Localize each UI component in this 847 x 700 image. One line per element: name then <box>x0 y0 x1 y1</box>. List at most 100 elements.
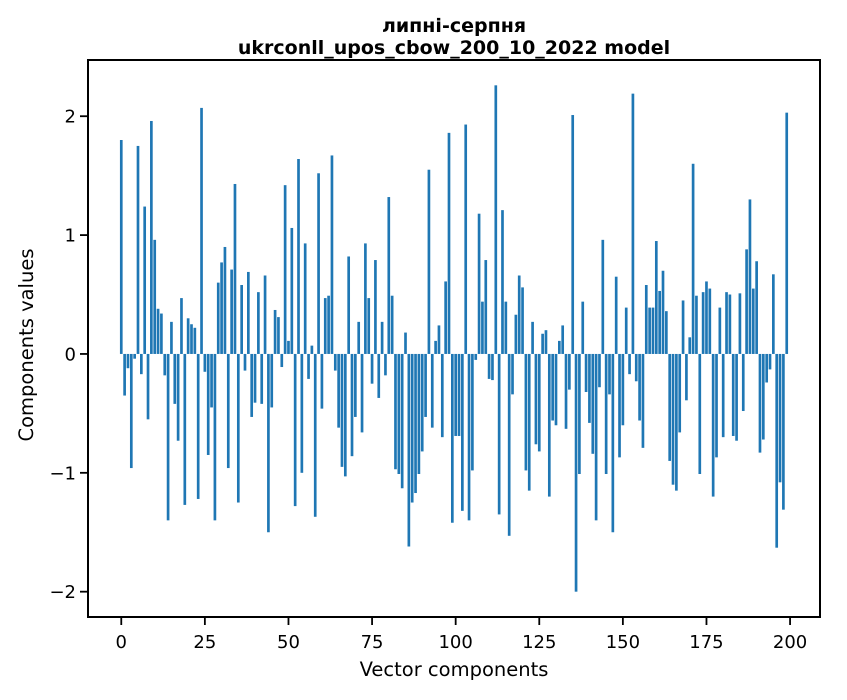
bar <box>290 227 294 354</box>
bar <box>541 333 544 354</box>
bar <box>568 353 571 390</box>
bar <box>544 330 548 354</box>
bar <box>501 210 504 354</box>
bar <box>140 353 143 375</box>
bar <box>270 353 274 408</box>
bar <box>785 112 789 354</box>
bar <box>527 353 531 491</box>
bar <box>537 353 541 452</box>
bar <box>287 340 290 354</box>
x-tick-label: 25 <box>193 632 216 653</box>
bar <box>571 115 575 354</box>
bar <box>651 307 655 354</box>
bar <box>705 281 708 354</box>
bar <box>561 325 565 354</box>
bar <box>170 321 173 354</box>
bar <box>484 260 488 354</box>
bar <box>718 307 722 354</box>
bar <box>307 353 310 379</box>
bar <box>584 353 588 392</box>
bar <box>260 353 264 404</box>
bar <box>604 353 608 474</box>
plot-area: 0 25 50 75 100 125 150 175 200 −2 −1 0 1 2 <box>49 59 821 653</box>
bar <box>354 353 357 417</box>
bar <box>434 340 437 354</box>
bar <box>748 199 752 354</box>
bar <box>614 276 618 354</box>
bar <box>534 353 538 445</box>
bar <box>621 353 625 426</box>
bar <box>611 353 615 533</box>
bar <box>233 183 237 354</box>
bar <box>507 353 511 536</box>
y-tick-label: 1 <box>65 226 76 247</box>
bar <box>267 353 270 533</box>
bar <box>277 317 280 354</box>
bar <box>551 353 554 421</box>
x-tick-label: 175 <box>689 632 723 653</box>
bar <box>618 353 621 458</box>
bar <box>180 298 183 354</box>
bar <box>400 353 404 489</box>
bar <box>380 321 384 354</box>
bar <box>297 159 300 354</box>
axes-frame <box>87 59 821 618</box>
bar <box>404 332 407 354</box>
bar <box>150 120 153 354</box>
bar <box>454 353 458 436</box>
bar <box>708 288 712 354</box>
bar <box>129 353 133 469</box>
bar <box>440 353 444 438</box>
bar <box>691 163 695 354</box>
bar <box>474 353 478 360</box>
bar <box>146 353 150 420</box>
bar <box>226 353 230 469</box>
bar <box>668 353 672 461</box>
bar <box>343 353 347 477</box>
bar <box>263 275 267 354</box>
bar <box>243 353 247 371</box>
y-axis-label: Components values <box>15 249 38 442</box>
bar <box>370 353 374 384</box>
bar <box>247 271 250 354</box>
bar <box>347 256 351 354</box>
bar <box>648 307 651 354</box>
x-tick-label: 50 <box>277 632 300 653</box>
bar <box>477 213 481 354</box>
bar <box>688 337 692 354</box>
bar <box>119 140 123 354</box>
bar <box>213 353 217 521</box>
bar <box>517 275 521 354</box>
bar <box>163 353 167 376</box>
bar <box>210 353 213 408</box>
bar <box>547 353 551 497</box>
bar <box>173 353 177 404</box>
bar <box>397 353 401 474</box>
bar <box>735 353 738 441</box>
bar <box>654 241 658 354</box>
bar <box>317 173 320 354</box>
x-tick-label: 200 <box>773 632 807 653</box>
bar <box>681 300 685 354</box>
bar <box>695 295 698 354</box>
bar <box>320 353 324 409</box>
bar <box>223 246 227 354</box>
bar <box>494 85 498 354</box>
bar <box>374 260 377 354</box>
bar <box>447 132 451 354</box>
bar <box>721 353 725 438</box>
bar <box>126 353 130 369</box>
bar <box>768 353 772 370</box>
bar <box>450 353 454 523</box>
bar <box>638 353 641 421</box>
bar <box>671 353 675 485</box>
bar <box>564 353 568 429</box>
bar <box>364 243 367 354</box>
bar <box>728 294 732 354</box>
bar <box>731 353 735 436</box>
bar <box>430 353 434 428</box>
bar <box>280 353 284 368</box>
bar <box>524 353 528 471</box>
bar <box>782 353 785 510</box>
bar <box>725 292 728 354</box>
